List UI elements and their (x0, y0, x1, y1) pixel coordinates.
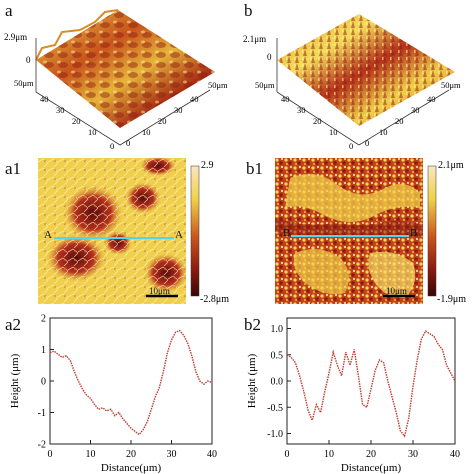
panel-b-zmin: 0 (267, 52, 272, 62)
tick: 40 (40, 94, 49, 104)
x-tick-label: 20 (366, 449, 376, 460)
x-tick-label: 20 (126, 449, 136, 460)
panel-a-3d-surface: 2.9μm 0 50μm 40 30 20 10 0 50μm 40 30 20… (4, 9, 228, 150)
tick: 30 (56, 105, 65, 115)
surface-a-texture (36, 10, 215, 128)
panel-a2-label: a2 (5, 315, 22, 334)
tick: 0 (126, 138, 130, 148)
x-axis-label: Distance(μm) (101, 462, 162, 474)
surface-b-texture (277, 14, 455, 126)
y-tick-label: 0 (41, 377, 46, 388)
x-tick-label: 0 (48, 449, 53, 460)
y-tick-label: -0.5 (267, 403, 283, 414)
y-axis-label: Height (μm) (246, 353, 258, 408)
y-tick-label: 1.0 (271, 324, 284, 335)
tick: 10 (329, 127, 338, 137)
panel-b1-label: b1 (246, 159, 263, 178)
tick: 10 (88, 127, 97, 137)
panel-a-zmax: 2.9μm (4, 32, 27, 42)
x-axis-label: Distance(μm) (341, 462, 402, 474)
tick: 50μm (14, 78, 34, 88)
tick: 40 (427, 94, 436, 104)
line-start-B: B (283, 227, 290, 239)
panel-b1-afm-image: B B 10μm (275, 158, 423, 304)
panel-a-label: a (5, 1, 13, 20)
tick: 20 (72, 116, 81, 126)
x-tick-label: 0 (285, 449, 290, 460)
tick: 0 (349, 141, 353, 150)
x-axis-b (358, 89, 450, 146)
line-end-A: A (175, 229, 183, 241)
colorbar-b1-max: 2.1μm (438, 160, 464, 171)
tick: 30 (174, 105, 183, 115)
tick: 50μm (441, 80, 461, 90)
panel-a-right-axis-ticks: 50μm 40 30 20 10 0 (126, 80, 228, 148)
x-tick-label: 10 (86, 449, 96, 460)
panel-a1-label: a1 (5, 159, 22, 178)
tick: 40 (190, 94, 199, 104)
tick: 20 (158, 116, 167, 126)
panel-b-label: b (244, 1, 253, 20)
line-start-A: A (44, 229, 52, 241)
tick: 10 (142, 127, 151, 137)
y-axis-b (276, 91, 360, 146)
y-tick-label: -2 (38, 440, 46, 451)
scale-bar-a1-label: 10μm (149, 286, 170, 296)
tick: 20 (395, 116, 404, 126)
chart-b2: 0 10 20 30 40 -1.0 -0.5 0.0 0.5 1.0 Distance(μm) He… (246, 317, 460, 474)
y-tick-label: 0.5 (271, 350, 284, 361)
y-axis-label: Height (μm) (9, 353, 21, 408)
panel-a-zmin: 0 (26, 55, 31, 65)
panel-b-3d-surface: 2.1μm 0 50μm 40 30 20 10 0 50μm 40 30 20… (243, 14, 461, 150)
tick: 50μm (208, 80, 228, 90)
tick: 50μm (255, 80, 275, 90)
tick: 40 (281, 94, 290, 104)
colorbar-a1: 2.9 -2.8μm (190, 160, 229, 305)
plot-frame (286, 317, 456, 445)
panel-b2-label: b2 (244, 315, 261, 334)
panel-b-left-axis-ticks: 50μm 40 30 20 10 0 (255, 80, 353, 150)
line-end-B: B (410, 227, 417, 239)
y-tick-label: -1.0 (267, 429, 283, 440)
height-profile-line (286, 330, 456, 438)
y-tick-label: 0.0 (271, 377, 284, 388)
colorbar-b1: 2.1μm -1.9μm (427, 160, 466, 305)
y-axis-a (35, 91, 121, 146)
x-tick-label: 10 (324, 449, 334, 460)
colorbar-a1-max: 2.9 (201, 160, 214, 171)
tick: 0 (365, 138, 369, 148)
scale-bar-b1-label: 10μm (386, 286, 407, 296)
tick: 10 (379, 127, 388, 137)
colorbar-b1-min: -1.9μm (437, 294, 466, 305)
colorbar-a1-min: -2.8μm (200, 294, 229, 305)
y-tick-label: 2 (41, 314, 46, 325)
tick: 20 (313, 116, 322, 126)
height-profile-line (49, 329, 213, 436)
x-tick-label: 40 (450, 449, 460, 460)
panel-a-left-axis-ticks: 50μm 40 30 20 10 0 (14, 78, 114, 150)
tick: 0 (110, 141, 114, 150)
x-tick-label: 40 (207, 449, 217, 460)
x-tick-label: 30 (167, 449, 177, 460)
panel-b-right-axis-ticks: 50μm 40 30 20 10 0 (365, 80, 461, 148)
surface-a-ridge (35, 9, 119, 61)
panel-b-zmax: 2.1μm (243, 34, 266, 44)
tick: 30 (411, 105, 420, 115)
x-axis-a (119, 89, 211, 146)
chart-a2: 0 10 20 30 40 -2 -1 0 1 2 Distance(μm) Height (μm) (9, 314, 217, 474)
y-tick-label: 1 (41, 345, 46, 356)
panel-a1-afm-image: A A 10μm (38, 158, 186, 304)
tick: 30 (297, 105, 306, 115)
plot-frame (49, 317, 213, 445)
y-tick-label: -1 (38, 408, 46, 419)
x-tick-label: 30 (408, 449, 418, 460)
